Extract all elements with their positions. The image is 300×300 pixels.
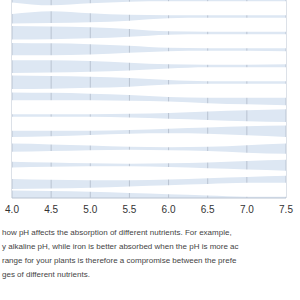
svg-text:6.5: 6.5 [201,204,215,215]
svg-text:4.0: 4.0 [8,204,19,215]
html-text:y alkaline pH, while iron is b: y alkaline pH, while iron is better abso… [2,242,239,251]
svg-text:5.5: 5.5 [122,204,136,215]
svg-text:7.5: 7.5 [279,204,292,215]
svg-text:6.0: 6.0 [162,204,176,215]
html-text:ges of different nutrients.: ges of different nutrients. [2,270,90,279]
svg-text:5.0: 5.0 [83,204,97,215]
html-text:range for your plants is there: range for your plants is therefore a com… [2,256,237,265]
svg-text:4.5: 4.5 [44,204,58,215]
svg-text:7.0: 7.0 [240,204,254,215]
html-text:how pH affects the absorption: how pH affects the absorption of differe… [2,228,232,237]
